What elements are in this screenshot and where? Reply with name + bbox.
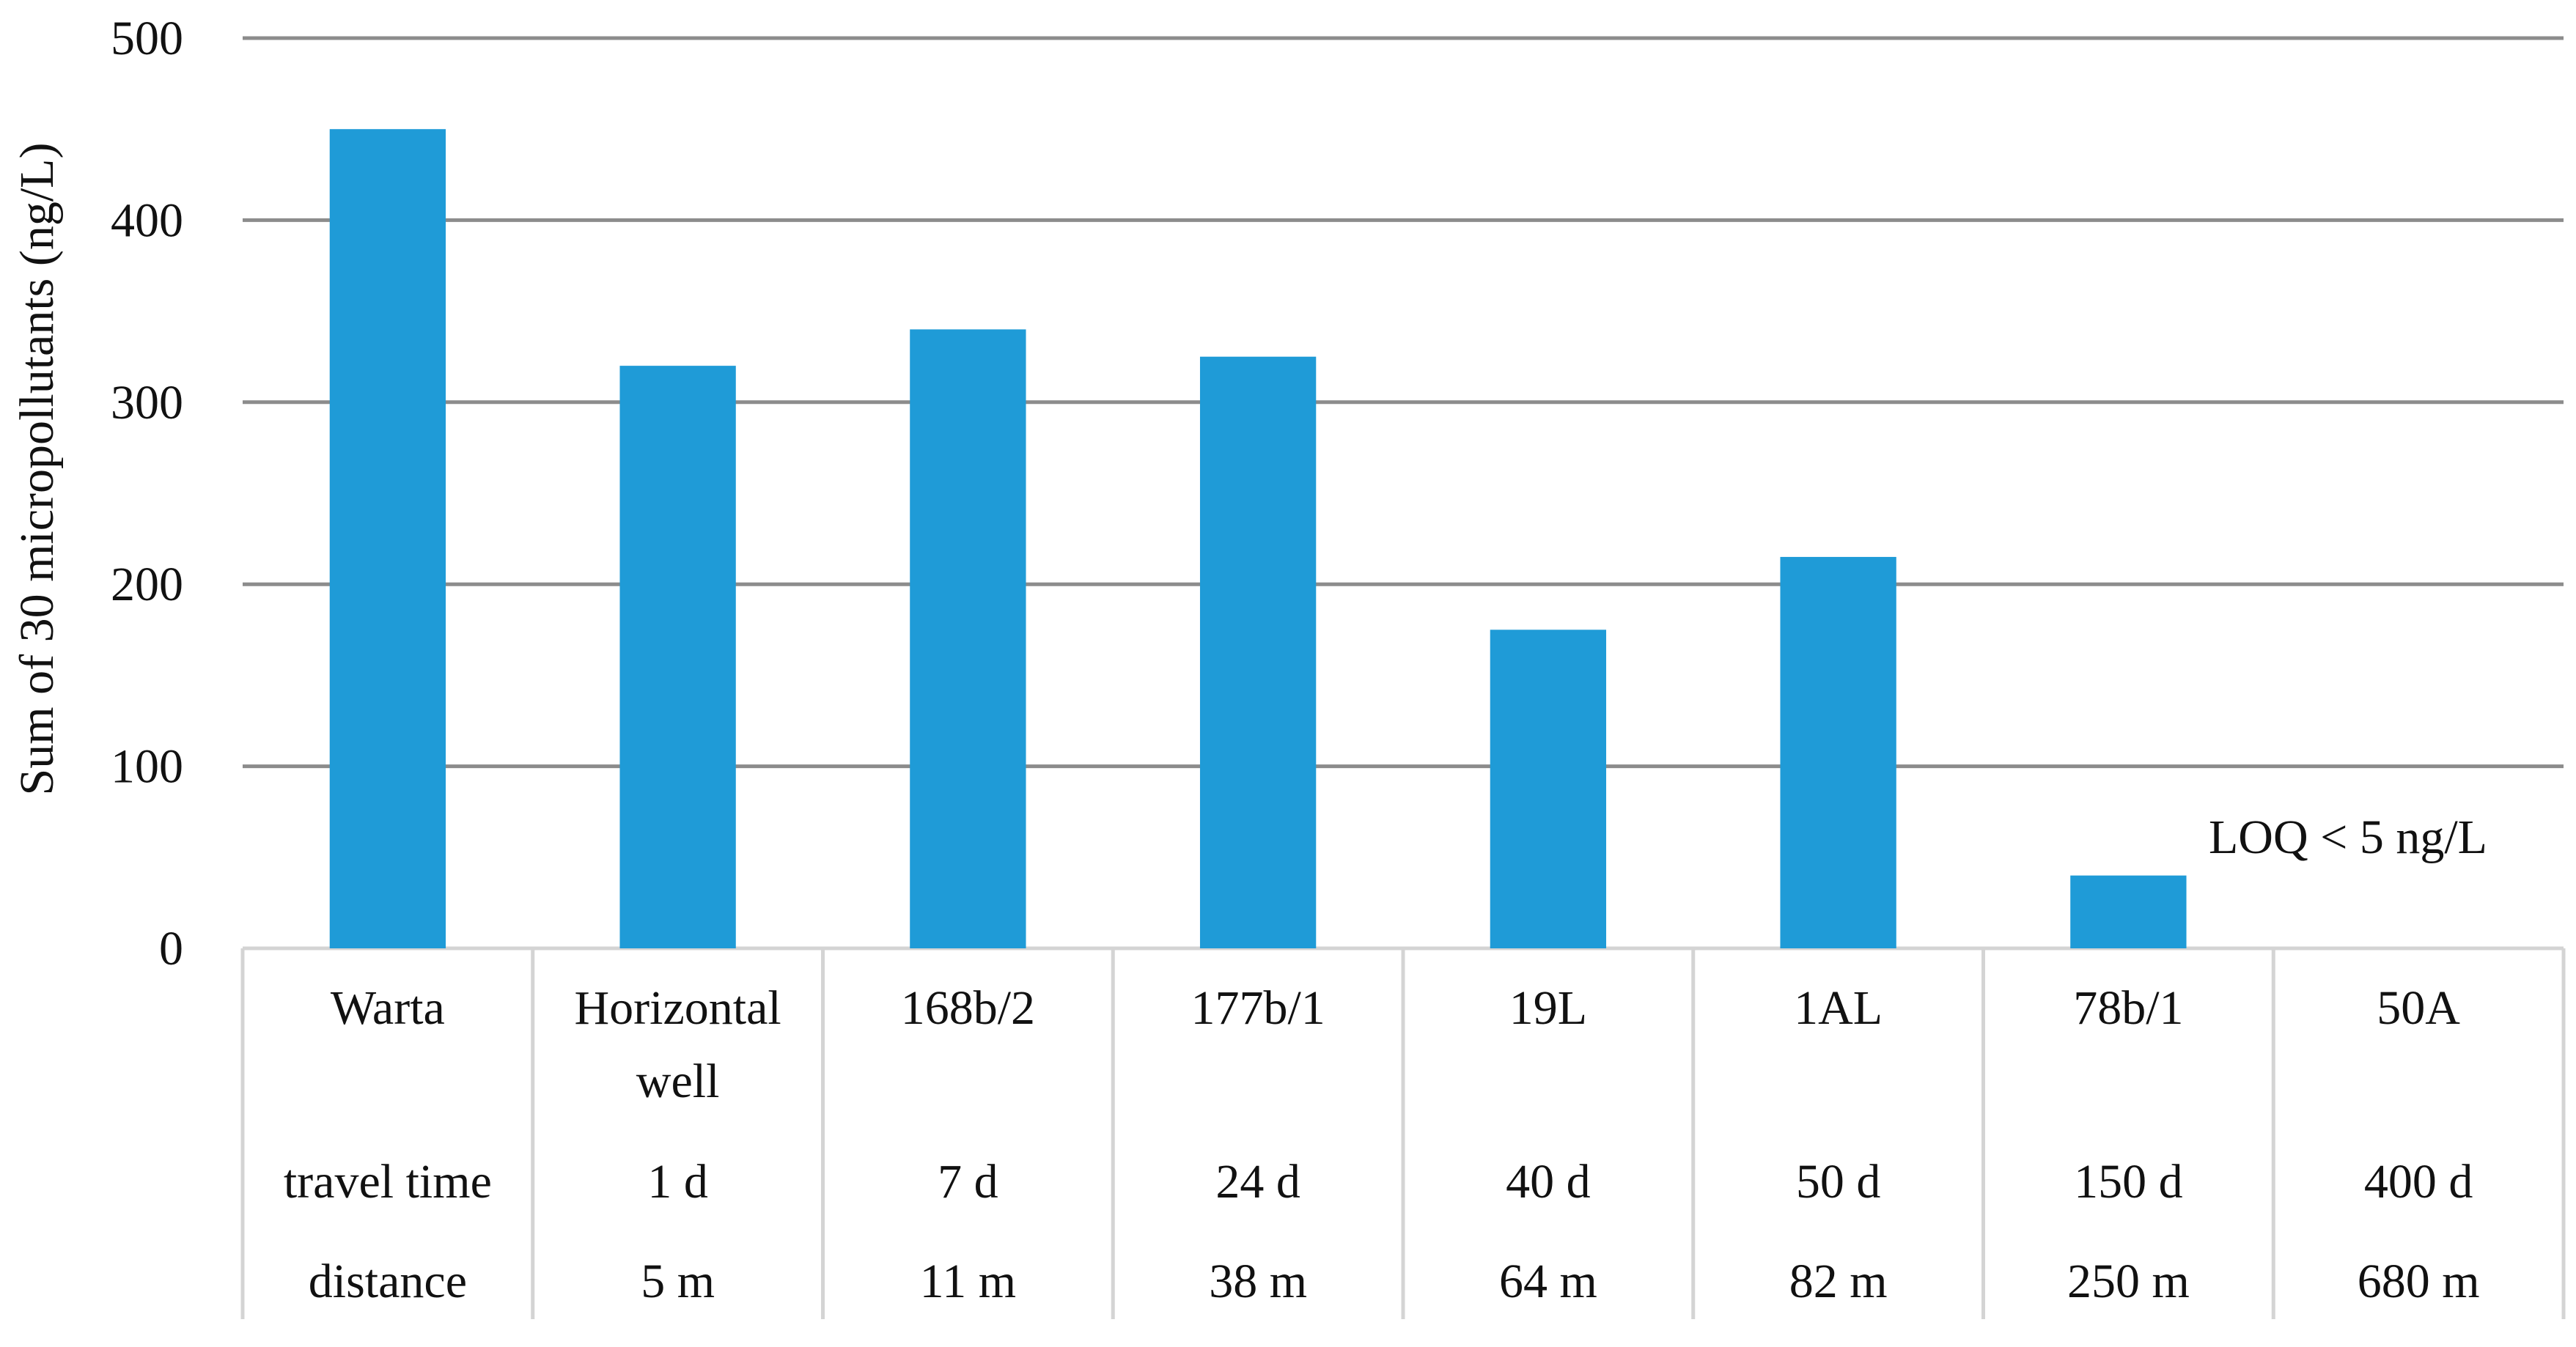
table-cell: 150 d [2074,1155,2183,1208]
table-cell: 11 m [920,1255,1016,1308]
category-label: 168b/2 [901,981,1035,1035]
table-row-label: distance [309,1255,467,1308]
bar [2070,875,2187,948]
category-label: Warta [331,981,445,1035]
category-label: 19L [1509,981,1587,1035]
table-cell: 64 m [1499,1255,1597,1308]
category-label: well [636,1055,720,1108]
category-label: 50A [2377,981,2460,1035]
bar [1199,356,1317,948]
y-tick-label: 100 [111,740,183,794]
category-label: 78b/1 [2073,981,2183,1035]
y-tick-label: 400 [111,193,183,247]
table-cell: 82 m [1789,1255,1888,1308]
table-cell: 38 m [1209,1255,1307,1308]
y-tick-label: 0 [159,922,183,975]
category-label: 1AL [1794,981,1883,1035]
table-cell: 24 d [1215,1155,1300,1208]
y-axis-title: Sum of 30 micropollutants (ng/L) [10,143,64,796]
y-tick-label: 500 [111,12,183,65]
table-cell: 400 d [2364,1155,2473,1208]
table-cell: 1 d [647,1155,708,1208]
table-row-label: travel time [284,1155,492,1208]
table-cell: 250 m [2067,1255,2190,1308]
bar [619,366,736,948]
bar [329,129,446,949]
y-tick-label: 200 [111,558,183,611]
table-cell: 680 m [2358,1255,2480,1308]
bar [1780,556,1896,948]
y-tick-label: 300 [111,376,183,429]
table-cell: 50 d [1796,1155,1881,1208]
bar [910,329,1026,948]
category-label: Horizontal [575,981,781,1035]
table-cell: 40 d [1506,1155,1591,1208]
gridlines [243,36,2564,769]
bar [1490,630,1607,948]
category-label: 177b/1 [1191,981,1325,1035]
loq-annotation: LOQ < 5 ng/L [2209,811,2487,864]
labels: 0 100 200 300 400 500 Warta Horizontal well 168b/… [111,12,2480,1308]
table-cell: 5 m [641,1255,715,1308]
table-cell: 7 d [938,1155,998,1208]
bars [329,129,2187,949]
